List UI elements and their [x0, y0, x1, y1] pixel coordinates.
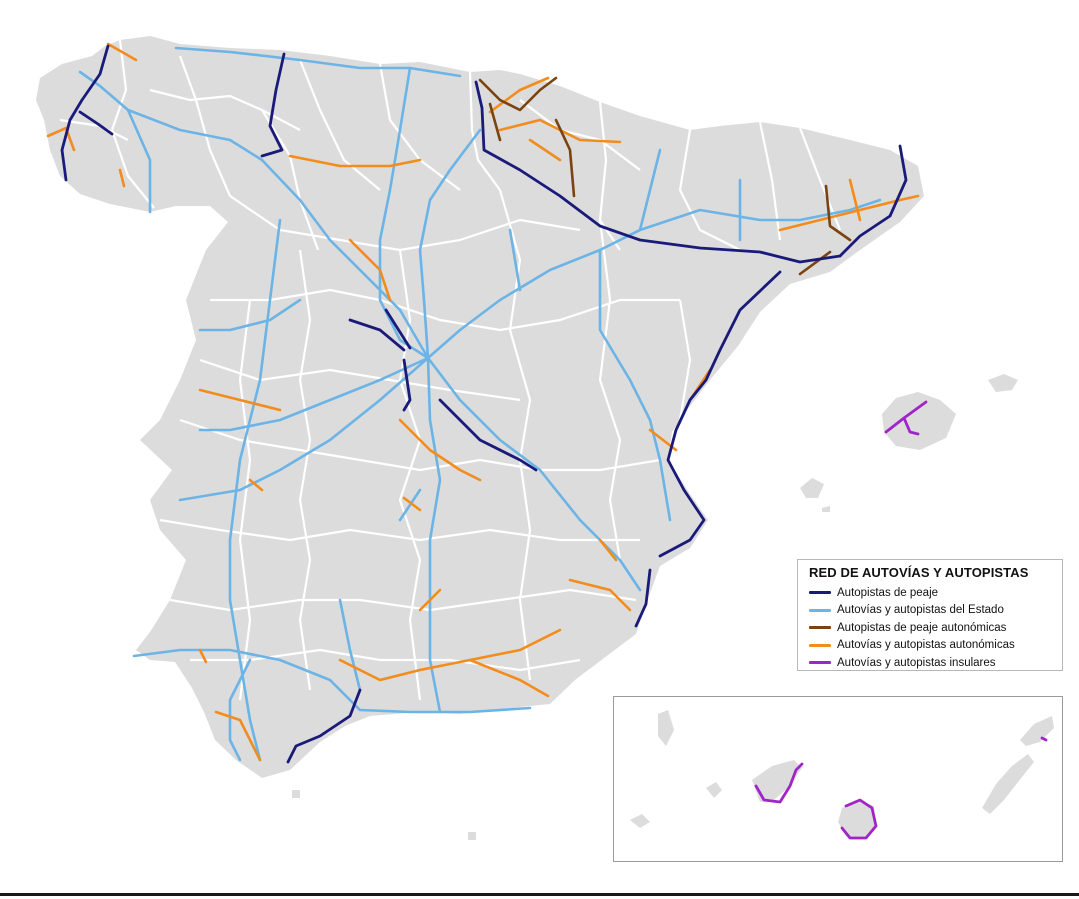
la-palma-island	[658, 710, 674, 746]
legend-item-insular-highways: Autovías y autopistas insulares	[809, 654, 1054, 672]
legend-item-toll-motorways: Autopistas de peaje	[809, 584, 1054, 602]
canary-islands-inset	[613, 696, 1063, 862]
ceuta	[292, 790, 300, 798]
legend-swatch	[809, 626, 831, 630]
gran-canaria-island	[838, 800, 876, 838]
legend-swatch	[809, 643, 831, 647]
legend-label: Autovías y autopistas del Estado	[837, 604, 1004, 617]
legend-label: Autovías y autopistas insulares	[837, 656, 996, 669]
el-hierro-island	[630, 814, 650, 828]
insular-highways	[754, 400, 1048, 840]
legend-swatch	[809, 608, 831, 612]
legend-swatch	[809, 661, 831, 665]
formentera-island	[822, 506, 830, 512]
regional-toll-motorways	[478, 76, 852, 276]
tenerife-island	[752, 760, 802, 802]
map-legend: RED DE AUTOVÍAS Y AUTOPISTAS Autopistas …	[797, 559, 1063, 671]
lanzarote-island	[1020, 716, 1054, 746]
legend-title: RED DE AUTOVÍAS Y AUTOPISTAS	[809, 565, 1029, 580]
ibiza-island	[800, 478, 824, 498]
melilla	[468, 832, 476, 840]
mallorca-island	[882, 392, 956, 450]
bottom-rule	[0, 893, 1079, 896]
legend-item-state-highways: Autovías y autopistas del Estado	[809, 602, 1054, 620]
legend-item-regional-highways: Autovías y autopistas autonómicas	[809, 637, 1054, 655]
legend-label: Autopistas de peaje	[837, 586, 939, 599]
spain-mainland	[36, 36, 924, 778]
la-gomera-island	[706, 782, 722, 798]
state-highways	[78, 46, 882, 762]
legend-label: Autovías y autopistas autonómicas	[837, 639, 1015, 652]
legend-item-regional-toll-motorways: Autopistas de peaje autonómicas	[809, 619, 1054, 637]
fuerteventura-island	[982, 754, 1034, 814]
legend-swatch	[809, 591, 831, 595]
legend-label: Autopistas de peaje autonómicas	[837, 621, 1007, 634]
toll-motorways	[60, 44, 908, 764]
menorca-island	[988, 374, 1018, 392]
